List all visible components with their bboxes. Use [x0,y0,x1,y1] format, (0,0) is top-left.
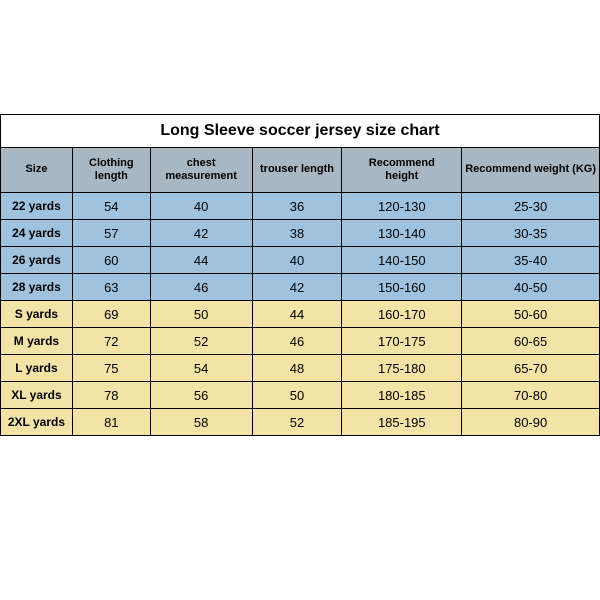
cell-chest: 52 [150,328,252,355]
table-row: 28 yards634642150-16040-50 [1,274,600,301]
cell-height: 150-160 [342,274,462,301]
size-chart-container: Long Sleeve soccer jersey size chart Siz… [0,0,600,436]
cell-cloth: 63 [72,274,150,301]
cell-cloth: 75 [72,355,150,382]
cell-weight: 30-35 [462,220,600,247]
table-row: 22 yards544036120-13025-30 [1,193,600,220]
col-header-height: Recommendheight [342,148,462,193]
cell-height: 130-140 [342,220,462,247]
cell-trouser: 46 [252,328,342,355]
cell-weight: 40-50 [462,274,600,301]
cell-chest: 54 [150,355,252,382]
cell-size: M yards [1,328,73,355]
cell-chest: 58 [150,409,252,436]
cell-size: 2XL yards [1,409,73,436]
cell-height: 120-130 [342,193,462,220]
size-chart-table: Long Sleeve soccer jersey size chart Siz… [0,114,600,436]
cell-size: XL yards [1,382,73,409]
cell-chest: 56 [150,382,252,409]
cell-chest: 40 [150,193,252,220]
cell-weight: 35-40 [462,247,600,274]
cell-trouser: 40 [252,247,342,274]
cell-trouser: 38 [252,220,342,247]
cell-cloth: 72 [72,328,150,355]
cell-chest: 50 [150,301,252,328]
cell-weight: 25-30 [462,193,600,220]
cell-weight: 50-60 [462,301,600,328]
cell-height: 170-175 [342,328,462,355]
cell-trouser: 36 [252,193,342,220]
cell-size: 28 yards [1,274,73,301]
cell-height: 140-150 [342,247,462,274]
cell-chest: 44 [150,247,252,274]
table-row: S yards695044160-17050-60 [1,301,600,328]
cell-trouser: 48 [252,355,342,382]
cell-cloth: 57 [72,220,150,247]
cell-size: S yards [1,301,73,328]
cell-height: 175-180 [342,355,462,382]
cell-height: 160-170 [342,301,462,328]
cell-weight: 80-90 [462,409,600,436]
cell-trouser: 42 [252,274,342,301]
col-header-weight: Recommend weight (KG) [462,148,600,193]
title-row: Long Sleeve soccer jersey size chart [1,115,600,148]
cell-trouser: 52 [252,409,342,436]
cell-weight: 65-70 [462,355,600,382]
table-row: XL yards785650180-18570-80 [1,382,600,409]
cell-cloth: 69 [72,301,150,328]
table-row: L yards755448175-18065-70 [1,355,600,382]
col-header-chest: chest measurement [150,148,252,193]
cell-cloth: 81 [72,409,150,436]
cell-size: 24 yards [1,220,73,247]
cell-cloth: 60 [72,247,150,274]
cell-height: 185-195 [342,409,462,436]
cell-weight: 70-80 [462,382,600,409]
cell-trouser: 44 [252,301,342,328]
cell-chest: 42 [150,220,252,247]
cell-size: 26 yards [1,247,73,274]
cell-chest: 46 [150,274,252,301]
table-body: 22 yards544036120-13025-3024 yards574238… [1,193,600,436]
header-row: SizeClothinglengthchest measurementtrous… [1,148,600,193]
cell-trouser: 50 [252,382,342,409]
col-header-trouser: trouser length [252,148,342,193]
table-row: 2XL yards815852185-19580-90 [1,409,600,436]
cell-weight: 60-65 [462,328,600,355]
table-row: 26 yards604440140-15035-40 [1,247,600,274]
cell-cloth: 78 [72,382,150,409]
cell-height: 180-185 [342,382,462,409]
cell-cloth: 54 [72,193,150,220]
chart-title: Long Sleeve soccer jersey size chart [1,115,600,148]
table-row: 24 yards574238130-14030-35 [1,220,600,247]
cell-size: L yards [1,355,73,382]
table-row: M yards725246170-17560-65 [1,328,600,355]
col-header-cloth: Clothinglength [72,148,150,193]
cell-size: 22 yards [1,193,73,220]
col-header-size: Size [1,148,73,193]
